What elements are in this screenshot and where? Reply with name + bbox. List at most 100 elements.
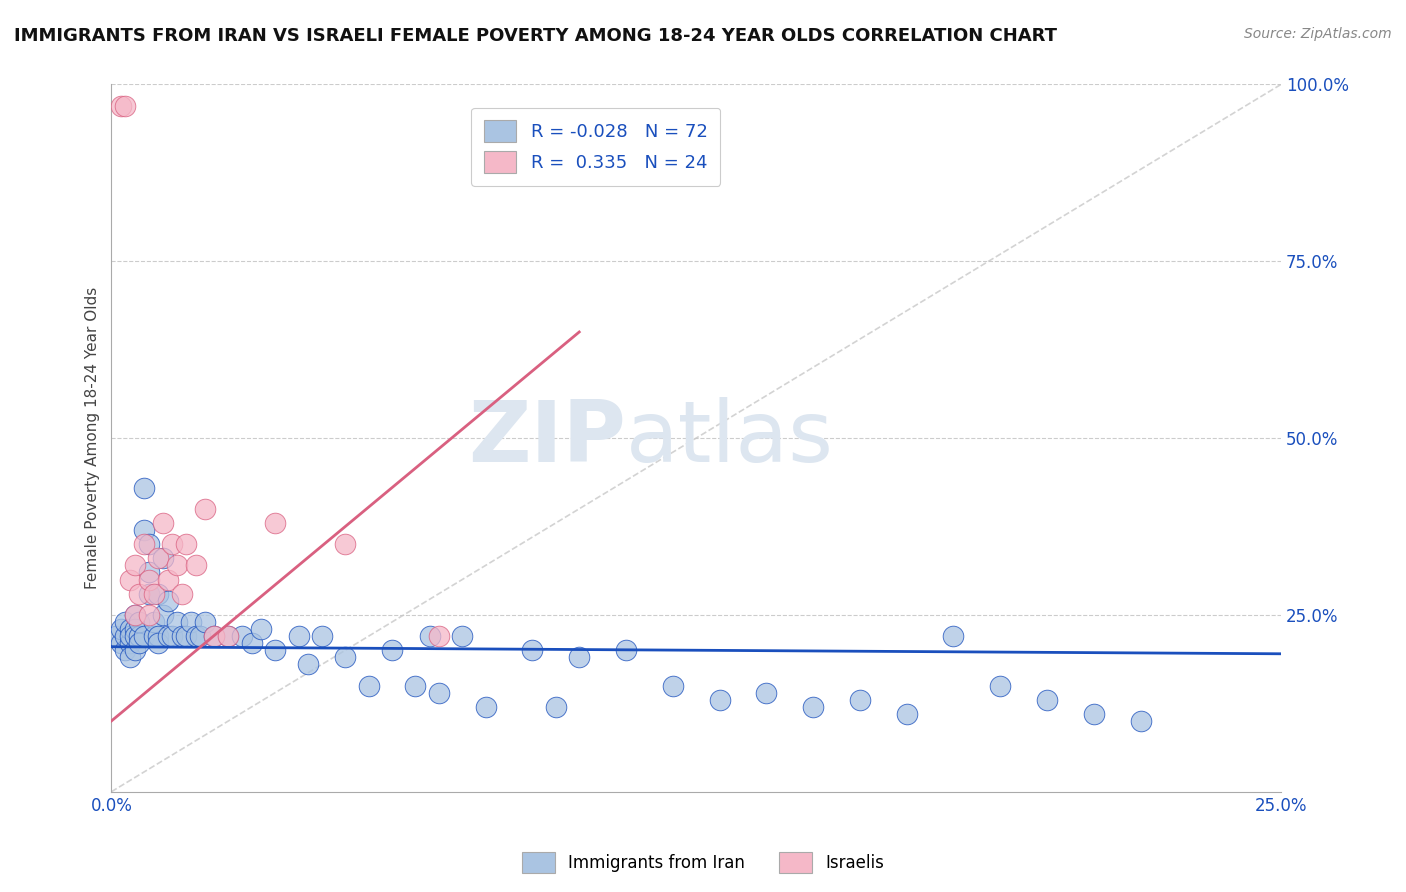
Point [160, 537, 183, 551]
Point [174, 629, 197, 643]
Point [709, 692, 731, 706]
Point [522, 643, 544, 657]
Point [264, 516, 287, 530]
Point [152, 607, 174, 622]
Point [124, 558, 146, 573]
Point [250, 622, 273, 636]
Point [180, 615, 202, 629]
Point [124, 607, 146, 622]
Point [124, 643, 146, 657]
Point [194, 501, 217, 516]
Point [134, 523, 156, 537]
Point [755, 686, 778, 700]
Legend: R = -0.028   N = 72, R =  0.335   N = 24: R = -0.028 N = 72, R = 0.335 N = 24 [471, 108, 720, 186]
Point [1129, 714, 1152, 728]
Point [451, 629, 474, 643]
Point [152, 551, 174, 566]
Point [166, 558, 188, 573]
Point [335, 650, 357, 665]
Point [120, 636, 142, 650]
Point [114, 98, 136, 112]
Point [105, 629, 128, 643]
Point [662, 679, 685, 693]
Point [405, 679, 427, 693]
Point [134, 481, 156, 495]
Point [156, 629, 179, 643]
Point [114, 615, 136, 629]
Y-axis label: Female Poverty Among 18-24 Year Olds: Female Poverty Among 18-24 Year Olds [86, 287, 100, 590]
Point [138, 607, 160, 622]
Text: IMMIGRANTS FROM IRAN VS ISRAELI FEMALE POVERTY AMONG 18-24 YEAR OLDS CORRELATION: IMMIGRANTS FROM IRAN VS ISRAELI FEMALE P… [14, 27, 1057, 45]
Point [357, 679, 380, 693]
Point [128, 615, 150, 629]
Point [427, 629, 450, 643]
Point [120, 629, 142, 643]
Point [142, 629, 165, 643]
Point [128, 587, 150, 601]
Point [202, 629, 225, 643]
Point [114, 629, 136, 643]
Point [188, 629, 211, 643]
Text: ZIP: ZIP [468, 397, 626, 480]
Point [138, 566, 160, 580]
Point [128, 629, 150, 643]
Point [217, 629, 239, 643]
Point [120, 622, 142, 636]
Point [152, 516, 174, 530]
Point [194, 615, 217, 629]
Point [311, 629, 333, 643]
Legend: Immigrants from Iran, Israelis: Immigrants from Iran, Israelis [515, 846, 891, 880]
Point [120, 650, 142, 665]
Point [124, 629, 146, 643]
Point [138, 537, 160, 551]
Point [614, 643, 637, 657]
Point [544, 699, 567, 714]
Point [801, 699, 824, 714]
Point [174, 537, 197, 551]
Point [134, 629, 156, 643]
Point [142, 587, 165, 601]
Point [160, 629, 183, 643]
Point [128, 636, 150, 650]
Point [988, 679, 1011, 693]
Point [148, 636, 170, 650]
Point [381, 643, 404, 657]
Point [184, 558, 207, 573]
Text: atlas: atlas [626, 397, 834, 480]
Point [110, 98, 132, 112]
Point [110, 622, 132, 636]
Point [124, 607, 146, 622]
Point [166, 615, 188, 629]
Point [134, 537, 156, 551]
Point [124, 622, 146, 636]
Point [148, 551, 170, 566]
Point [156, 573, 179, 587]
Point [287, 629, 309, 643]
Point [110, 636, 132, 650]
Point [142, 615, 165, 629]
Point [297, 657, 319, 672]
Point [217, 629, 239, 643]
Point [264, 643, 287, 657]
Point [849, 692, 872, 706]
Point [231, 629, 253, 643]
Point [474, 699, 496, 714]
Point [148, 629, 170, 643]
Point [1083, 706, 1105, 721]
Point [418, 629, 440, 643]
Point [148, 587, 170, 601]
Point [240, 636, 263, 650]
Point [170, 629, 193, 643]
Point [138, 573, 160, 587]
Point [896, 706, 918, 721]
Point [184, 629, 207, 643]
Point [202, 629, 225, 643]
Point [120, 573, 142, 587]
Point [942, 629, 965, 643]
Point [114, 643, 136, 657]
Text: Source: ZipAtlas.com: Source: ZipAtlas.com [1244, 27, 1392, 41]
Point [427, 686, 450, 700]
Point [1036, 692, 1059, 706]
Point [335, 537, 357, 551]
Point [156, 593, 179, 607]
